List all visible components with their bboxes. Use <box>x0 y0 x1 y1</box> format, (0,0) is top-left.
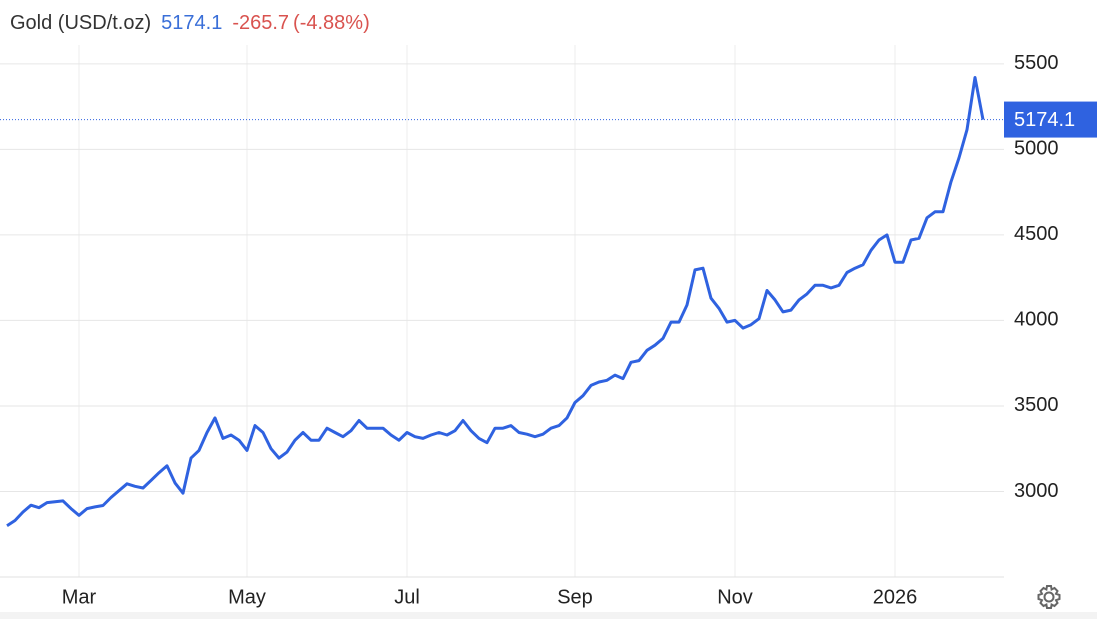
y-tick-label: 5500 <box>1014 52 1059 74</box>
y-tick-label: 5000 <box>1014 138 1059 160</box>
x-tick-label: Sep <box>557 586 593 608</box>
price-change-percent: (-4.88%) <box>293 12 370 34</box>
price-change: -265.7 <box>232 12 290 34</box>
settings-icon[interactable] <box>1037 585 1061 609</box>
x-tick-label: May <box>228 586 266 608</box>
x-tick-label: 2026 <box>873 586 918 608</box>
last-price-badge <box>1004 101 1097 138</box>
bottom-strip <box>0 612 1097 619</box>
price-line <box>6 76 985 527</box>
instrument-title: Gold (USD/t.oz) <box>10 12 152 34</box>
x-tick-label: Jul <box>394 586 420 608</box>
y-tick-label: 3000 <box>1014 480 1059 502</box>
y-tick-label: 3500 <box>1014 394 1059 416</box>
y-tick-label: 4500 <box>1014 223 1059 245</box>
last-price-badge-label: 5174.1 <box>1014 109 1075 131</box>
header: Gold (USD/t.oz) 5174.1 -265.7 (-4.88%) <box>10 12 380 35</box>
y-tick-label: 4000 <box>1014 309 1059 331</box>
x-tick-label: Mar <box>62 586 97 608</box>
x-tick-label: Nov <box>717 586 753 608</box>
last-price: 5174.1 <box>161 12 223 34</box>
